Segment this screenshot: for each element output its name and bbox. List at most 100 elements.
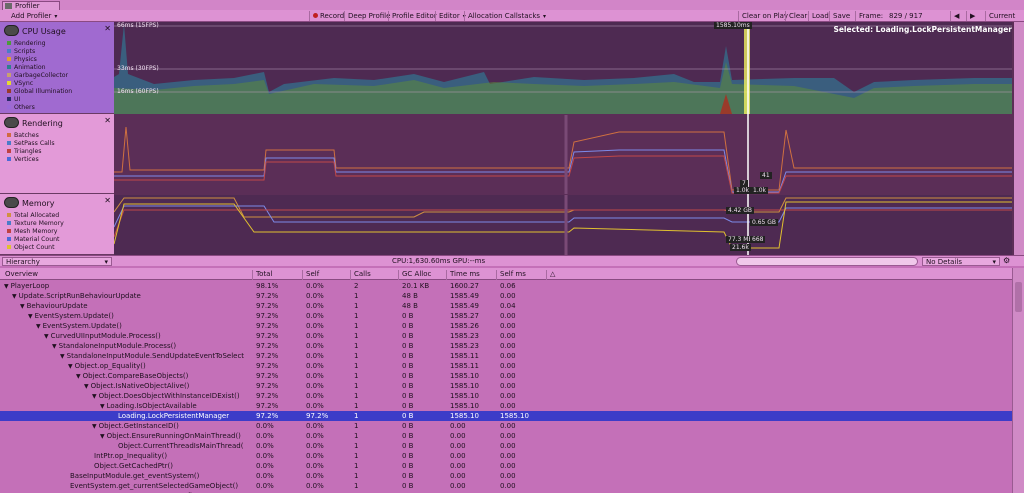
expand-arrow-icon[interactable]: ▼: [76, 373, 81, 380]
current-frame-button[interactable]: Current: [985, 11, 1018, 21]
table-row[interactable]: ▼ EventSystem.Update() 97.2% 0.0% 1 0 B 1585.2…: [0, 321, 1012, 331]
legend-item[interactable]: UI: [7, 96, 72, 104]
scroll-thumb[interactable]: [1015, 282, 1022, 312]
cell-time: 1585.49: [450, 302, 479, 310]
legend-item[interactable]: GarbageCollector: [7, 72, 72, 80]
expand-arrow-icon[interactable]: ▼: [92, 423, 97, 430]
legend-item[interactable]: Batches: [7, 132, 55, 140]
legend-item[interactable]: SetPass Calls: [7, 140, 55, 148]
cell-total: 97.2%: [256, 402, 279, 410]
close-icon[interactable]: ✕: [104, 196, 111, 205]
expand-arrow-icon[interactable]: ▼: [52, 343, 57, 350]
col-gc-alloc[interactable]: GC Alloc: [398, 270, 446, 280]
close-icon[interactable]: ✕: [104, 116, 111, 125]
view-dropdown[interactable]: Hierarchy: [2, 257, 112, 267]
col-warning[interactable]: △: [546, 270, 560, 280]
legend-item[interactable]: Object Count: [7, 244, 64, 252]
legend-item[interactable]: Scripts: [7, 48, 72, 56]
table-row[interactable]: ▼ BehaviourUpdate 97.2% 0.0% 1 48 B 1585.49 0.0…: [0, 301, 1012, 311]
prev-frame-button[interactable]: ◀: [950, 11, 962, 21]
expand-arrow-icon[interactable]: ▼: [100, 403, 105, 410]
table-row[interactable]: ▼ Object.GetInstanceID() 0.0% 0.0% 1 0 B 0.00 0…: [0, 421, 1012, 431]
expand-arrow-icon[interactable]: ▼: [36, 323, 41, 330]
legend-item[interactable]: Animation: [7, 64, 72, 72]
legend-swatch: [7, 149, 11, 153]
table-row[interactable]: IntPtr.op_Inequality() 0.0% 0.0% 1 0 B 0.00 0.…: [0, 451, 1012, 461]
add-profiler-dropdown[interactable]: Add Profiler: [8, 11, 60, 21]
search-input[interactable]: [736, 257, 918, 266]
table-row[interactable]: ▼ Loading.IsObjectAvailable 97.2% 0.0% 1 0 B 1…: [0, 401, 1012, 411]
clear-on-play-button[interactable]: Clear on Play: [738, 11, 791, 21]
clear-button[interactable]: Clear: [785, 11, 810, 21]
table-row[interactable]: ▼ Object.op_Equality() 97.2% 0.0% 1 0 B 1585.1…: [0, 361, 1012, 371]
profile-editor-button[interactable]: Profile Editor: [388, 11, 440, 21]
frame-counter: 829 / 917: [889, 12, 923, 20]
close-icon[interactable]: ✕: [104, 24, 111, 33]
col-self-ms[interactable]: Self ms: [496, 270, 546, 280]
load-button[interactable]: Load: [808, 11, 832, 21]
col-self[interactable]: Self: [302, 270, 350, 280]
cell-selfms: 0.00: [500, 322, 516, 330]
table-row[interactable]: ▼ Object.IsNativeObjectAlive() 97.2% 0.0% 1 0…: [0, 381, 1012, 391]
expand-arrow-icon[interactable]: ▼: [60, 353, 65, 360]
editor-dropdown[interactable]: Editor: [435, 11, 469, 21]
col-overview[interactable]: Overview: [5, 270, 38, 278]
cell-self: 0.0%: [306, 452, 324, 460]
expand-arrow-icon[interactable]: ▼: [4, 283, 9, 290]
table-row[interactable]: ▼ Object.CompareBaseObjects() 97.2% 0.0% 1 0 …: [0, 371, 1012, 381]
hierarchy-scrollbar[interactable]: [1012, 268, 1024, 493]
profiler-tab[interactable]: Profiler: [2, 1, 60, 10]
rendering-module[interactable]: Rendering ✕ Batches SetPass Calls Triangle…: [0, 114, 114, 194]
legend-item[interactable]: Material Count: [7, 236, 64, 244]
table-row[interactable]: Object.GetCachedPtr() 0.0% 0.0% 1 0 B 0.00 0.0…: [0, 461, 1012, 471]
legend-item[interactable]: Texture Memory: [7, 220, 64, 228]
expand-arrow-icon[interactable]: ▼: [68, 363, 73, 370]
col-time-ms[interactable]: Time ms: [446, 270, 496, 280]
table-row[interactable]: Object.CurrentThreadIsMainThread(0.0% 0.0…: [0, 441, 1012, 451]
table-row[interactable]: ▼ PlayerLoop 98.1% 0.0% 2 20.1 KB 1600.27 0.06: [0, 281, 1012, 291]
memory-module[interactable]: Memory ✕ Total Allocated Texture Memory Me…: [0, 194, 114, 255]
table-row[interactable]: EventSystem.get_currentSelectedGameObjec…: [0, 481, 1012, 491]
legend-item[interactable]: Rendering: [7, 40, 72, 48]
table-row[interactable]: ▼ StandaloneInputModule.SendUpdateEventTo…: [0, 351, 1012, 361]
table-row[interactable]: ▼ Object.DoesObjectWithInstanceIDExist() 9…: [0, 391, 1012, 401]
cpu-usage-module[interactable]: CPU Usage ✕ Rendering Scripts Physics Anima…: [0, 22, 114, 114]
table-row[interactable]: ▼ EventSystem.Update() 97.2% 0.0% 1 0 B 1585.2…: [0, 311, 1012, 321]
legend-item[interactable]: Total Allocated: [7, 212, 64, 220]
legend-item[interactable]: VSync: [7, 80, 72, 88]
expand-arrow-icon[interactable]: ▼: [92, 393, 97, 400]
graph-area[interactable]: 66ms (15FPS) 33ms (30FPS) 16ms (60FPS) 1…: [114, 22, 1024, 255]
legend-item[interactable]: Vertices: [7, 156, 55, 164]
gear-icon[interactable]: ⚙: [1003, 256, 1011, 265]
table-row[interactable]: ▼ StandaloneInputModule.Process() 97.2% 0.0…: [0, 341, 1012, 351]
col-total[interactable]: Total: [252, 270, 302, 280]
table-row[interactable]: ▼ Update.ScriptRunBehaviourUpdate 97.2% 0.0…: [0, 291, 1012, 301]
expand-arrow-icon[interactable]: ▼: [12, 293, 17, 300]
table-row[interactable]: ▼ Object.EnsureRunningOnMainThread() 0.0% 0…: [0, 431, 1012, 441]
record-button[interactable]: Record: [309, 11, 347, 21]
legend-item[interactable]: Global Illumination: [7, 88, 72, 96]
table-row[interactable]: BaseInputModule.get_eventSystem() 0.0% 0.0…: [0, 471, 1012, 481]
legend-item[interactable]: Others: [7, 104, 72, 112]
legend-item[interactable]: Physics: [7, 56, 72, 64]
cell-selfms: 0.00: [500, 352, 516, 360]
expand-arrow-icon[interactable]: ▼: [84, 383, 89, 390]
graph-scrollbar[interactable]: [1014, 22, 1024, 255]
memory-legend: Total Allocated Texture Memory Mesh Memory…: [7, 212, 64, 252]
legend-item[interactable]: Triangles: [7, 148, 55, 156]
expand-arrow-icon[interactable]: ▼: [28, 313, 33, 320]
allocation-callstacks-dropdown[interactable]: Allocation Callstacks: [464, 11, 549, 21]
col-calls[interactable]: Calls: [350, 270, 398, 280]
save-button[interactable]: Save: [829, 11, 853, 21]
deep-profile-button[interactable]: Deep Profile: [344, 11, 393, 21]
expand-arrow-icon[interactable]: ▼: [100, 433, 105, 440]
expand-arrow-icon[interactable]: ▼: [44, 333, 49, 340]
expand-arrow-icon[interactable]: ▼: [20, 303, 25, 310]
table-row[interactable]: Loading.LockPersistentManager 97.2% 97.2% 1…: [0, 411, 1012, 421]
table-row[interactable]: ▼ CurvedUIInputModule.Process() 97.2% 0.0% 1…: [0, 331, 1012, 341]
details-dropdown[interactable]: No Details: [922, 257, 1000, 267]
next-frame-button[interactable]: ▶: [966, 11, 978, 21]
row-label: Object.CurrentThreadIsMainThread(: [118, 442, 244, 450]
memory-graph-bg: [114, 195, 1012, 255]
legend-item[interactable]: Mesh Memory: [7, 228, 64, 236]
